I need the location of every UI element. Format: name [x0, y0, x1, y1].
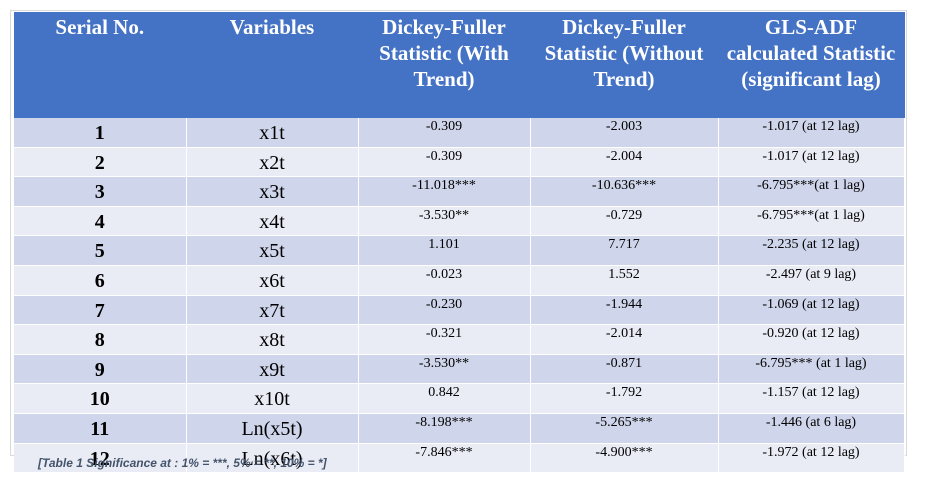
df-without-trend-cell: -1.792 [530, 383, 719, 414]
table-footnote: [Table 1 Significance at : 1% = ***, 5% … [38, 456, 327, 470]
gls-adf-cell: -6.795***(at 1 lag) [718, 176, 905, 207]
gls-adf-cell: -1.972 (at 12 lag) [718, 443, 905, 474]
header-row: Serial No. Variables Dickey-Fuller Stati… [14, 12, 905, 118]
table-header: Serial No. Variables Dickey-Fuller Stati… [14, 12, 905, 118]
df-with-trend-cell: -3.530** [358, 206, 531, 237]
df-with-trend-cell: -7.846*** [358, 443, 531, 474]
serial-cell: 1 [14, 118, 187, 148]
table-row: 11 Ln(x5t) -8.198*** -5.265*** -1.446 (a… [14, 413, 905, 444]
gls-adf-cell: -1.157 (at 12 lag) [718, 383, 905, 414]
df-without-trend-cell: -10.636*** [530, 176, 719, 207]
df-without-trend-cell: 1.552 [530, 265, 719, 296]
df-without-trend-cell: -2.014 [530, 324, 719, 355]
variable-cell: x7t [186, 295, 359, 326]
variable-cell: x6t [186, 265, 359, 296]
header-serial-no: Serial No. [14, 12, 187, 118]
serial-cell: 3 [14, 176, 187, 207]
variable-cell: x4t [186, 206, 359, 237]
df-with-trend-cell: 0.842 [358, 383, 531, 414]
df-with-trend-cell: -0.321 [358, 324, 531, 355]
variable-cell: x8t [186, 324, 359, 355]
serial-cell: 6 [14, 265, 187, 296]
table-row: 9 x9t -3.530** -0.871 -6.795*** (at 1 la… [14, 354, 905, 385]
table-row: 6 x6t -0.023 1.552 -2.497 (at 9 lag) [14, 265, 905, 296]
df-with-trend-cell: -0.023 [358, 265, 531, 296]
table-row: 1 x1t -0.309 -2.003 -1.017 (at 12 lag) [14, 118, 905, 148]
serial-cell: 5 [14, 235, 187, 266]
df-with-trend-cell: -0.309 [358, 147, 531, 178]
df-without-trend-cell: -0.729 [530, 206, 719, 237]
df-with-trend-cell: -11.018*** [358, 176, 531, 207]
df-without-trend-cell: -2.004 [530, 147, 719, 178]
gls-adf-cell: -2.235 (at 12 lag) [718, 235, 905, 266]
serial-cell: 10 [14, 383, 187, 414]
gls-adf-cell: -0.920 (at 12 lag) [718, 324, 905, 355]
variable-cell: x3t [186, 176, 359, 207]
df-without-trend-cell: -1.944 [530, 295, 719, 326]
table-row: 12 Ln(x6t) -7.846*** -4.900*** -1.972 (a… [14, 443, 905, 474]
table-row: 3 x3t -11.018*** -10.636*** -6.795***(at… [14, 176, 905, 207]
df-with-trend-cell: -8.198*** [358, 413, 531, 444]
header-variables: Variables [186, 12, 359, 118]
serial-cell: 12 [14, 443, 187, 474]
unit-root-test-table: Serial No. Variables Dickey-Fuller Stati… [14, 12, 905, 474]
table-row: 10 x10t 0.842 -1.792 -1.157 (at 12 lag) [14, 383, 905, 414]
gls-adf-cell: -1.446 (at 6 lag) [718, 413, 905, 444]
table-row: 8 x8t -0.321 -2.014 -0.920 (at 12 lag) [14, 324, 905, 355]
df-with-trend-cell: -3.530** [358, 354, 531, 385]
variable-cell: x9t [186, 354, 359, 385]
table-row: 2 x2t -0.309 -2.004 -1.017 (at 12 lag) [14, 147, 905, 178]
header-df-without-trend: Dickey-Fuller Statistic (Without Trend) [530, 12, 719, 118]
serial-cell: 8 [14, 324, 187, 355]
variable-cell: x5t [186, 235, 359, 266]
table-row: 4 x4t -3.530** -0.729 -6.795***(at 1 lag… [14, 206, 905, 237]
serial-cell: 2 [14, 147, 187, 178]
gls-adf-cell: -6.795***(at 1 lag) [718, 206, 905, 237]
serial-cell: 4 [14, 206, 187, 237]
serial-cell: 9 [14, 354, 187, 385]
gls-adf-cell: -6.795*** (at 1 lag) [718, 354, 905, 385]
variable-cell: Ln(x6t) [186, 443, 359, 474]
variable-cell: x1t [186, 118, 359, 148]
table-row: 7 x7t -0.230 -1.944 -1.069 (at 12 lag) [14, 295, 905, 326]
df-without-trend-cell: -0.871 [530, 354, 719, 385]
serial-cell: 7 [14, 295, 187, 326]
header-df-with-trend: Dickey-Fuller Statistic (With Trend) [358, 12, 531, 118]
df-with-trend-cell: 1.101 [358, 235, 531, 266]
gls-adf-cell: -2.497 (at 9 lag) [718, 265, 905, 296]
header-gls-adf: GLS-ADF calculated Statistic (significan… [718, 12, 905, 118]
df-with-trend-cell: -0.230 [358, 295, 531, 326]
gls-adf-cell: -1.017 (at 12 lag) [718, 118, 905, 148]
gls-adf-cell: -1.017 (at 12 lag) [718, 147, 905, 178]
variable-cell: Ln(x5t) [186, 413, 359, 444]
variable-cell: x2t [186, 147, 359, 178]
df-without-trend-cell: -2.003 [530, 118, 719, 148]
df-with-trend-cell: -0.309 [358, 118, 531, 148]
variable-cell: x10t [186, 383, 359, 414]
serial-cell: 11 [14, 413, 187, 444]
table-body: 1 x1t -0.309 -2.003 -1.017 (at 12 lag) 2… [14, 118, 905, 474]
table-row: 5 x5t 1.101 7.717 -2.235 (at 12 lag) [14, 235, 905, 266]
df-without-trend-cell: -5.265*** [530, 413, 719, 444]
df-without-trend-cell: 7.717 [530, 235, 719, 266]
df-without-trend-cell: -4.900*** [530, 443, 719, 474]
gls-adf-cell: -1.069 (at 12 lag) [718, 295, 905, 326]
